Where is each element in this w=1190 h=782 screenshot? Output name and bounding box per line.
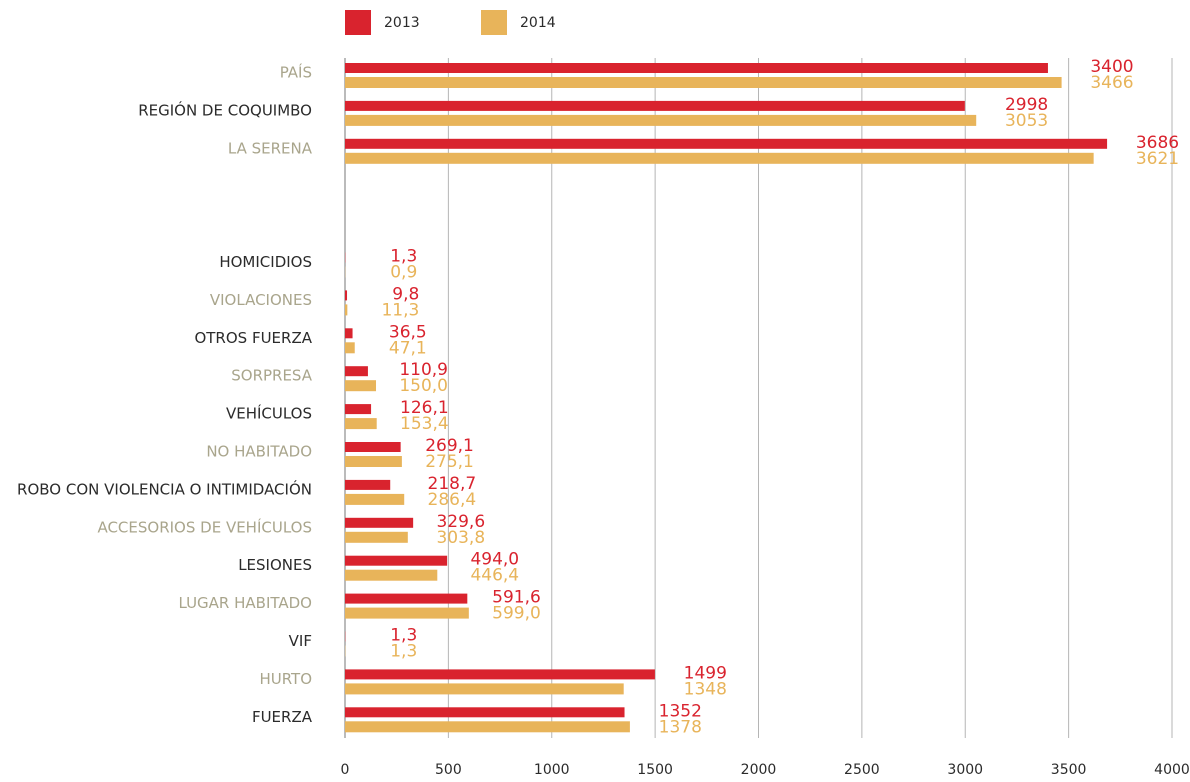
- category-label: VIF: [289, 632, 312, 650]
- category-label: VEHÍCULOS: [226, 404, 312, 423]
- value-label: 11,3: [381, 300, 419, 320]
- value-label: 1,3: [390, 642, 417, 662]
- bar: [345, 101, 965, 111]
- category-label: OTROS FUERZA: [194, 329, 312, 347]
- bar: [345, 153, 1094, 164]
- x-tick-label: 2500: [844, 762, 880, 778]
- value-label: 150,0: [399, 376, 448, 396]
- value-label: 3466: [1090, 73, 1133, 93]
- x-tick-label: 2000: [741, 762, 777, 778]
- bar: [345, 77, 1062, 88]
- category-label: HURTO: [259, 670, 312, 688]
- x-tick-label: 3000: [947, 762, 983, 778]
- x-tick-label: 3500: [1051, 762, 1087, 778]
- x-tick-label: 500: [435, 762, 462, 778]
- category-label: FUERZA: [252, 708, 313, 726]
- value-label: 286,4: [428, 490, 477, 510]
- bar: [345, 556, 447, 566]
- bar: [345, 721, 630, 732]
- value-label: 303,8: [436, 528, 485, 548]
- bar: [345, 608, 469, 619]
- value-label: 1378: [659, 717, 702, 737]
- bar: [345, 532, 408, 543]
- category-label: NO HABITADO: [206, 443, 312, 461]
- value-label: 3053: [1005, 111, 1048, 131]
- bar: [345, 669, 655, 679]
- bar: [345, 707, 625, 717]
- bar: [345, 404, 371, 414]
- legend-label: 2013: [384, 15, 420, 31]
- x-tick-label: 0: [341, 762, 350, 778]
- bar: [345, 328, 353, 338]
- category-label: SORPRESA: [231, 367, 312, 385]
- category-label: ROBO CON VIOLENCIA O INTIMIDACIÓN: [17, 479, 312, 498]
- category-label: LESIONES: [238, 556, 312, 574]
- category-label: LA SERENA: [228, 139, 313, 157]
- legend-swatch: [345, 10, 371, 35]
- category-label: VIOLACIONES: [210, 291, 312, 309]
- bar: [345, 290, 347, 300]
- bar: [345, 304, 347, 315]
- x-tick-label: 1500: [637, 762, 673, 778]
- bar: [345, 342, 355, 353]
- x-tick-label: 4000: [1154, 762, 1190, 778]
- legend-label: 2014: [520, 15, 556, 31]
- bar: [345, 442, 401, 452]
- category-label: ACCESORIOS DE VEHÍCULOS: [97, 517, 312, 536]
- value-label: 3621: [1136, 149, 1179, 169]
- value-label: 47,1: [389, 338, 427, 358]
- category-label: PAÍS: [280, 63, 312, 82]
- bar: [345, 366, 368, 376]
- legend-swatch: [481, 10, 507, 35]
- bar: [345, 115, 976, 126]
- bar: [345, 456, 402, 467]
- bar: [345, 683, 624, 694]
- x-tick-label: 1000: [534, 762, 570, 778]
- value-label: 275,1: [425, 452, 474, 472]
- value-label: 1348: [684, 679, 727, 699]
- bar: [345, 594, 467, 604]
- value-label: 446,4: [470, 566, 519, 586]
- bar: [345, 480, 390, 490]
- value-label: 0,9: [390, 263, 417, 283]
- bar: [345, 570, 437, 581]
- value-label: 153,4: [400, 414, 449, 434]
- bar: [345, 139, 1107, 149]
- bar: [345, 494, 404, 505]
- category-label: LUGAR HABITADO: [178, 594, 312, 612]
- bar: [345, 418, 377, 429]
- category-label: HOMICIDIOS: [219, 253, 312, 271]
- bar: [345, 63, 1048, 73]
- value-label: 599,0: [492, 604, 541, 624]
- bar: [345, 380, 376, 391]
- bar: [345, 518, 413, 528]
- category-label: REGIÓN DE COQUIMBO: [138, 100, 312, 119]
